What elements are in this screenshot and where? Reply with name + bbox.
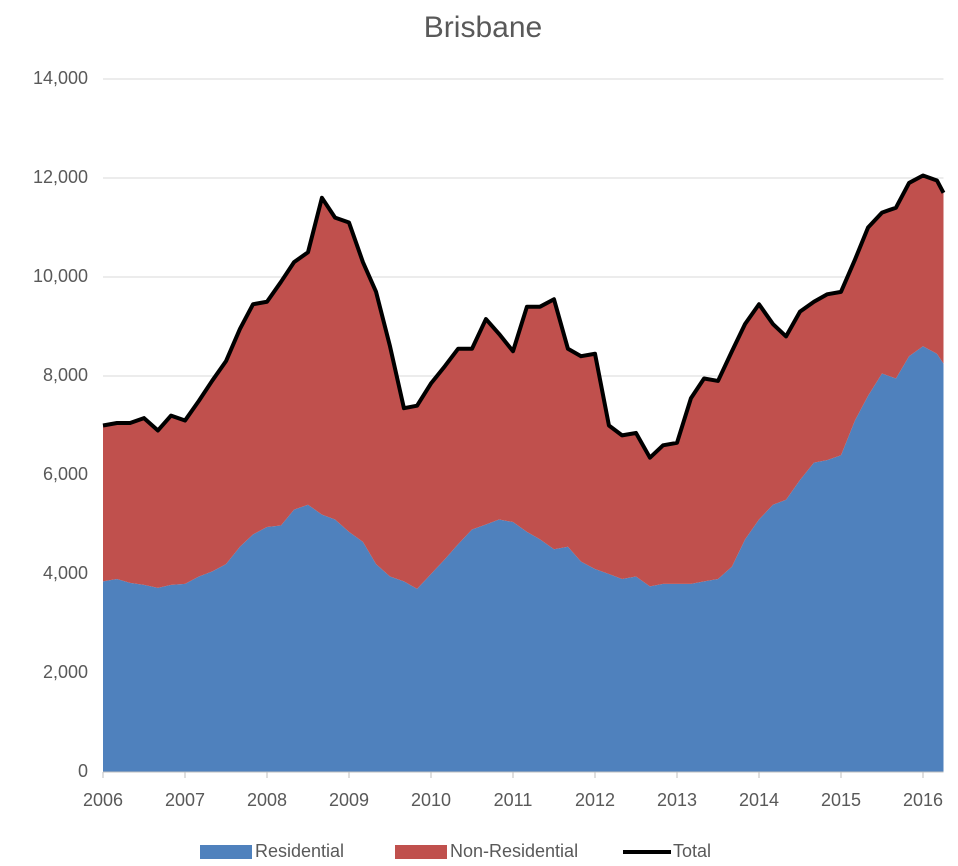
x-tick-label: 2015 xyxy=(821,790,861,810)
y-tick-label: 4,000 xyxy=(43,563,88,583)
legend-label: Non-Residential xyxy=(450,841,578,861)
y-tick-label: 10,000 xyxy=(33,266,88,286)
x-tick-label: 2008 xyxy=(247,790,287,810)
x-tick-label: 2011 xyxy=(494,790,533,810)
x-tick-label: 2012 xyxy=(575,790,615,810)
legend-swatch xyxy=(200,845,252,859)
x-tick-label: 2013 xyxy=(657,790,697,810)
x-tick-label: 2014 xyxy=(739,790,779,810)
chart-title: Brisbane xyxy=(424,11,542,44)
x-tick-label: 2016 xyxy=(903,790,943,810)
y-tick-label: 6,000 xyxy=(43,464,88,484)
legend-label: Total xyxy=(673,841,711,861)
x-tick-label: 2009 xyxy=(329,790,369,810)
legend-label: Residential xyxy=(255,841,344,861)
y-tick-label: 8,000 xyxy=(43,365,88,385)
y-tick-label: 14,000 xyxy=(33,68,88,88)
area xyxy=(103,346,944,772)
line xyxy=(102,173,946,460)
area xyxy=(103,175,944,589)
y-tick-label: 12,000 xyxy=(33,167,88,187)
legend-swatch xyxy=(395,845,447,859)
y-tick-label: 0 xyxy=(78,761,88,781)
x-tick-label: 2007 xyxy=(165,790,205,810)
y-tick-label: 2,000 xyxy=(43,662,88,682)
x-tick-label: 2010 xyxy=(411,790,451,810)
x-tick-label: 2006 xyxy=(83,790,123,810)
